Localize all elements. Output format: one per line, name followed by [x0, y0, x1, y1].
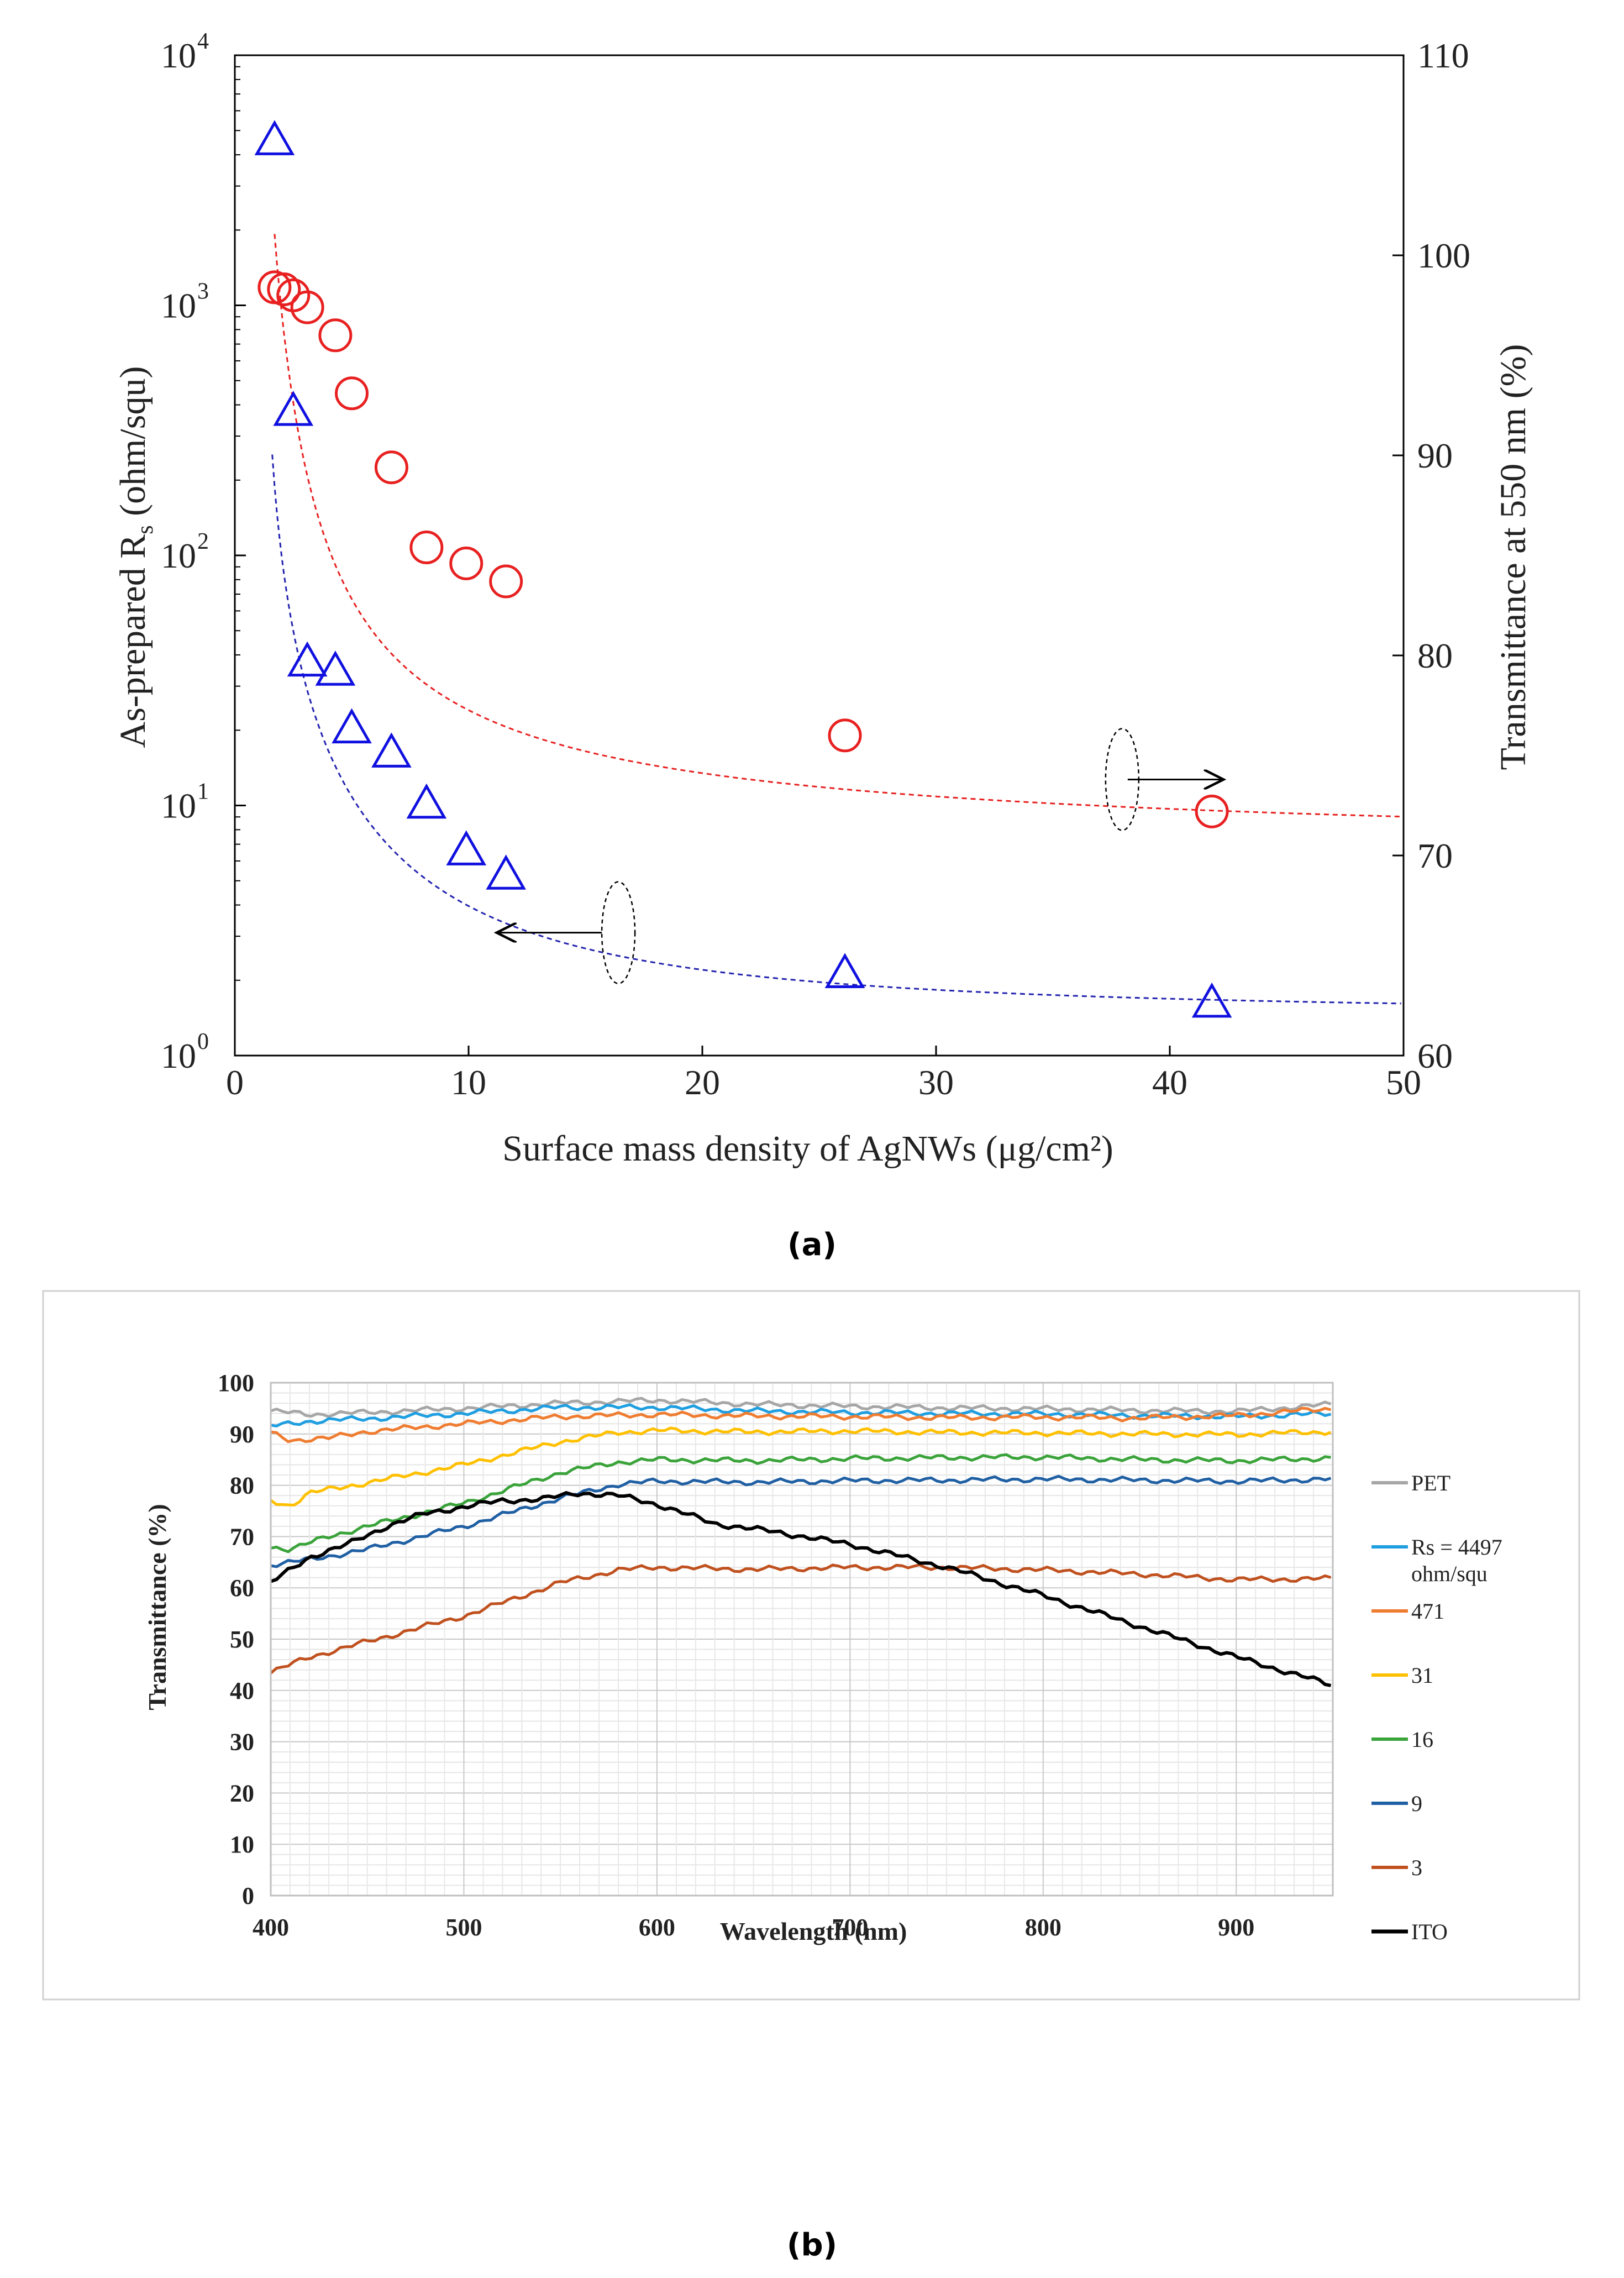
a-ytick-right-label: 70 [1417, 836, 1453, 875]
b-legend-label: 16 [1411, 1727, 1433, 1752]
b-series-line [270, 1406, 1332, 1444]
a-point-rs [287, 641, 328, 677]
b-xtick-label: 600 [639, 1914, 675, 1941]
a-point-rs [824, 953, 865, 988]
a-ytick-left-label: 10 [161, 786, 196, 826]
b-xtick-label: 500 [445, 1914, 482, 1941]
a-point-transmittance [318, 318, 353, 353]
a-point-transmittance [409, 531, 444, 565]
caption-b: (b) [786, 2227, 838, 2263]
b-legend-label: 31 [1411, 1663, 1433, 1688]
b-ytick-label: 20 [230, 1780, 254, 1807]
a-point-transmittance [276, 278, 311, 312]
b-ylabel: Transmittance (%) [143, 1504, 171, 1710]
b-series-line [270, 1563, 1332, 1675]
a-ytick-right-label: 80 [1417, 636, 1453, 675]
a-point-transmittance [449, 546, 483, 580]
a-ytick-left-label: 10 [161, 536, 196, 575]
b-ytick-label: 40 [230, 1677, 254, 1704]
a-point-rs [254, 120, 295, 155]
a-ylabel-part: (ohm/squ) [113, 366, 153, 526]
a-fit-right [274, 234, 1401, 818]
b-ytick-label: 0 [242, 1882, 254, 1909]
a-ellipse [601, 881, 636, 984]
a-ylabel-right: Transmittance at 550 nm (%) [1493, 344, 1533, 770]
a-point-transmittance [828, 718, 862, 753]
a-ytick-right-label: 60 [1417, 1036, 1453, 1075]
b-legend-label: ITO [1411, 1919, 1448, 1944]
b-legend-sublabel: ohm/squ [1411, 1561, 1488, 1586]
a-ytick-right-label: 90 [1417, 436, 1453, 475]
b-ytick-label: 100 [218, 1369, 254, 1397]
b-ytick-label: 70 [230, 1523, 254, 1550]
a-point-transmittance [267, 272, 301, 307]
a-point-rs [332, 708, 372, 744]
b-xtick-label: 800 [1025, 1914, 1061, 1941]
a-point-rs [446, 830, 487, 865]
a-point-rs [315, 650, 356, 686]
a-ytick-right-label: 110 [1417, 36, 1469, 75]
a-point-rs [371, 732, 412, 768]
a-xtick-label: 20 [685, 1063, 720, 1102]
a-ellipse [1105, 728, 1140, 831]
b-ytick-label: 80 [230, 1472, 254, 1499]
b-series-line [270, 1453, 1331, 1553]
b-xtick-label: 700 [832, 1914, 868, 1941]
a-ytick-right-label: 100 [1417, 236, 1470, 275]
a-point-rs [406, 783, 447, 819]
b-xtick-label: 400 [253, 1914, 289, 1941]
a-ytick-left-exponent: 1 [197, 779, 209, 805]
a-ylabel-part: As-prepared R [113, 534, 153, 748]
b-legend-label: 3 [1411, 1855, 1422, 1880]
a-ytick-left-exponent: 4 [197, 29, 209, 54]
a-ylabel-left: As-prepared Rs (ohm/squ) [113, 366, 158, 748]
a-ytick-left-label: 10 [161, 1036, 196, 1075]
a-xtick-label: 0 [226, 1063, 244, 1102]
a-point-transmittance [290, 290, 324, 324]
b-series-line [270, 1490, 1332, 1687]
a-point-rs [486, 854, 526, 890]
chart-b: 0 10 20 30 40 50 60 70 80 90 100 400 500 600 700 800 900… [42, 1290, 1580, 2001]
a-ytick-left-exponent: 0 [197, 1029, 209, 1054]
a-point-transmittance [374, 450, 408, 485]
a-xtick-label: 30 [918, 1063, 954, 1102]
b-ytick-label: 90 [230, 1421, 254, 1448]
caption-a: (a) [787, 1227, 837, 1263]
a-xlabel: Surface mass density of AgNWs (μg/cm²) [502, 1128, 1113, 1169]
a-ytick-left-label: 10 [161, 36, 196, 75]
b-legend-label: 471 [1411, 1599, 1444, 1624]
a-ytick-left-label: 10 [161, 286, 196, 326]
a-ytick-left-exponent: 2 [197, 529, 209, 554]
a-xtick-label: 50 [1386, 1063, 1421, 1102]
b-plot-frame [270, 1382, 1334, 1897]
b-ytick-label: 50 [230, 1626, 254, 1653]
a-ylabel-sub: s [133, 525, 158, 534]
a-point-transmittance [489, 564, 523, 599]
b-legend-label: Rs = 4497 [1411, 1535, 1502, 1560]
b-series-line [270, 1397, 1332, 1419]
a-fit-left [271, 454, 1401, 1005]
a-point-rs [1191, 982, 1232, 1018]
b-xlabel: Wavelength (nm) [720, 1917, 907, 1945]
a-point-rs [273, 391, 314, 426]
b-ytick-label: 10 [230, 1831, 254, 1858]
b-legend-label: PET [1411, 1471, 1450, 1495]
b-ytick-label: 30 [230, 1729, 254, 1756]
b-series-line [270, 1474, 1332, 1568]
a-xtick-label: 40 [1152, 1063, 1187, 1102]
b-xtick-label: 900 [1218, 1914, 1254, 1941]
b-ytick-label: 60 [230, 1574, 254, 1602]
b-legend-label: 9 [1411, 1791, 1422, 1816]
a-point-transmittance [335, 376, 369, 411]
a-plot-frame [234, 54, 1405, 1057]
a-point-transmittance [1195, 794, 1229, 828]
a-ytick-left-exponent: 3 [197, 279, 209, 305]
b-series-line [270, 1426, 1332, 1507]
a-xtick-label: 10 [451, 1063, 486, 1102]
